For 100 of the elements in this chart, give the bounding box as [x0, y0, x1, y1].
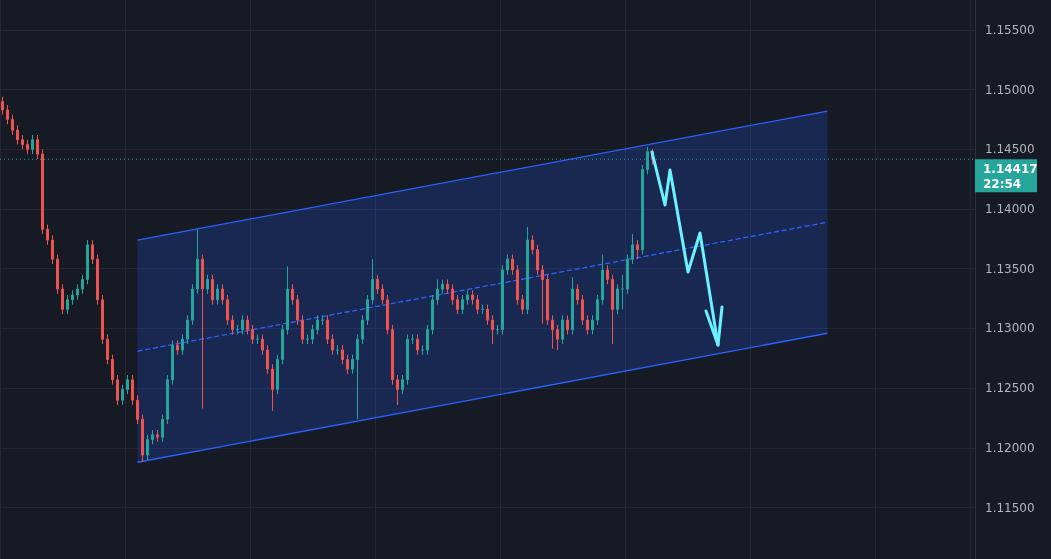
candlestick: [31, 134, 34, 155]
candlestick: [316, 314, 319, 335]
candlestick: [596, 294, 599, 326]
candlestick: [466, 289, 469, 306]
candlestick: [571, 276, 574, 335]
candlestick: [231, 314, 234, 335]
candlestick: [501, 264, 504, 335]
candlestick: [641, 164, 644, 255]
candlestick: [101, 294, 104, 345]
candlestick: [51, 234, 54, 265]
candlestick: [536, 244, 539, 276]
candlestick: [376, 274, 379, 295]
y-tick-label: 1.11500: [985, 500, 1035, 515]
candlestick: [261, 333, 264, 356]
candlestick: [171, 339, 174, 386]
candlestick: [121, 384, 124, 406]
candlestick: [406, 333, 409, 386]
candlestick: [576, 283, 579, 306]
candlestick: [66, 294, 69, 315]
candlestick: [341, 344, 344, 365]
candlestick: [541, 264, 544, 325]
candlestick: [401, 374, 404, 395]
candlestick: [241, 314, 244, 335]
candlestick: [381, 283, 384, 306]
candlestick: [41, 148, 44, 235]
text: 22:54: [983, 176, 1022, 191]
candlestick: [46, 224, 49, 246]
candlestick: [311, 324, 314, 345]
candlestick: [451, 283, 454, 306]
candlestick: [416, 333, 419, 356]
candlestick: [361, 314, 364, 345]
candlestick: [561, 314, 564, 345]
candlestick: [461, 294, 464, 315]
y-tick-label: 1.14000: [985, 202, 1035, 217]
candlestick: [81, 274, 84, 295]
candlestick: [276, 354, 279, 395]
candlestick: [221, 283, 224, 306]
candlestick: [271, 363, 274, 412]
candlestick: [286, 265, 289, 335]
candlestick: [326, 314, 329, 345]
candlestick: [36, 134, 39, 160]
y-tick-label: 1.12000: [985, 440, 1035, 455]
candlestick: [6, 104, 9, 125]
candlestick: [91, 239, 94, 265]
candlestick: [1, 96, 4, 116]
ref-line-label: 1.14417: [983, 161, 1038, 176]
candlestick: [226, 294, 229, 326]
candlestick: [636, 239, 639, 260]
candlestick: [116, 374, 119, 406]
y-tick-label: 1.13500: [985, 261, 1035, 276]
candlestick: [446, 279, 449, 295]
candlestick: [206, 274, 209, 295]
candlestick: [26, 139, 29, 155]
candlestick: [296, 294, 299, 326]
y-tick-label: 1.15500: [985, 22, 1035, 37]
candlestick: [356, 333, 359, 420]
candlestick: [111, 354, 114, 386]
y-tick-label: 1.15000: [985, 82, 1035, 97]
candlestick: [436, 279, 439, 306]
candlestick: [441, 279, 444, 295]
candlestick: [16, 124, 19, 146]
candlestick: [511, 253, 514, 276]
candlestick: [161, 413, 164, 443]
candlestick: [146, 434, 149, 461]
candlestick: [566, 314, 569, 335]
candlestick: [476, 294, 479, 315]
candlestick: [56, 253, 59, 295]
candlestick: [371, 258, 374, 306]
candlestick: [611, 274, 614, 345]
candlestick: [426, 324, 429, 356]
candlestick: [76, 283, 79, 301]
candlestick: [131, 374, 134, 406]
candlestick: [136, 394, 139, 425]
candlestick: [106, 333, 109, 365]
candlestick: [141, 413, 144, 463]
candlestick: [21, 134, 24, 150]
candlestick: [176, 339, 179, 356]
candlestick: [531, 234, 534, 255]
candlestick: [396, 374, 399, 406]
candlestick: [246, 314, 249, 335]
candlestick: [61, 283, 64, 315]
candlestick: [586, 314, 589, 335]
candlestick: [366, 294, 369, 326]
candlestick: [516, 264, 519, 306]
candlestick: [346, 354, 349, 375]
candlestick: [351, 354, 354, 375]
candlestick: [186, 314, 189, 345]
candlestick: [86, 239, 89, 285]
candlestick: [166, 374, 169, 425]
candlestick: [591, 314, 594, 335]
candlestick: [216, 283, 219, 306]
candlestick: [546, 274, 549, 326]
y-tick-label: 1.13000: [985, 321, 1035, 336]
candlestick: [291, 283, 294, 306]
candlestick: [266, 344, 269, 375]
candlestick: [301, 314, 304, 345]
candlestick: [11, 114, 14, 136]
candlestick: [556, 324, 559, 351]
candlestick: [196, 228, 199, 295]
y-tick-label: 1.14500: [985, 142, 1035, 157]
